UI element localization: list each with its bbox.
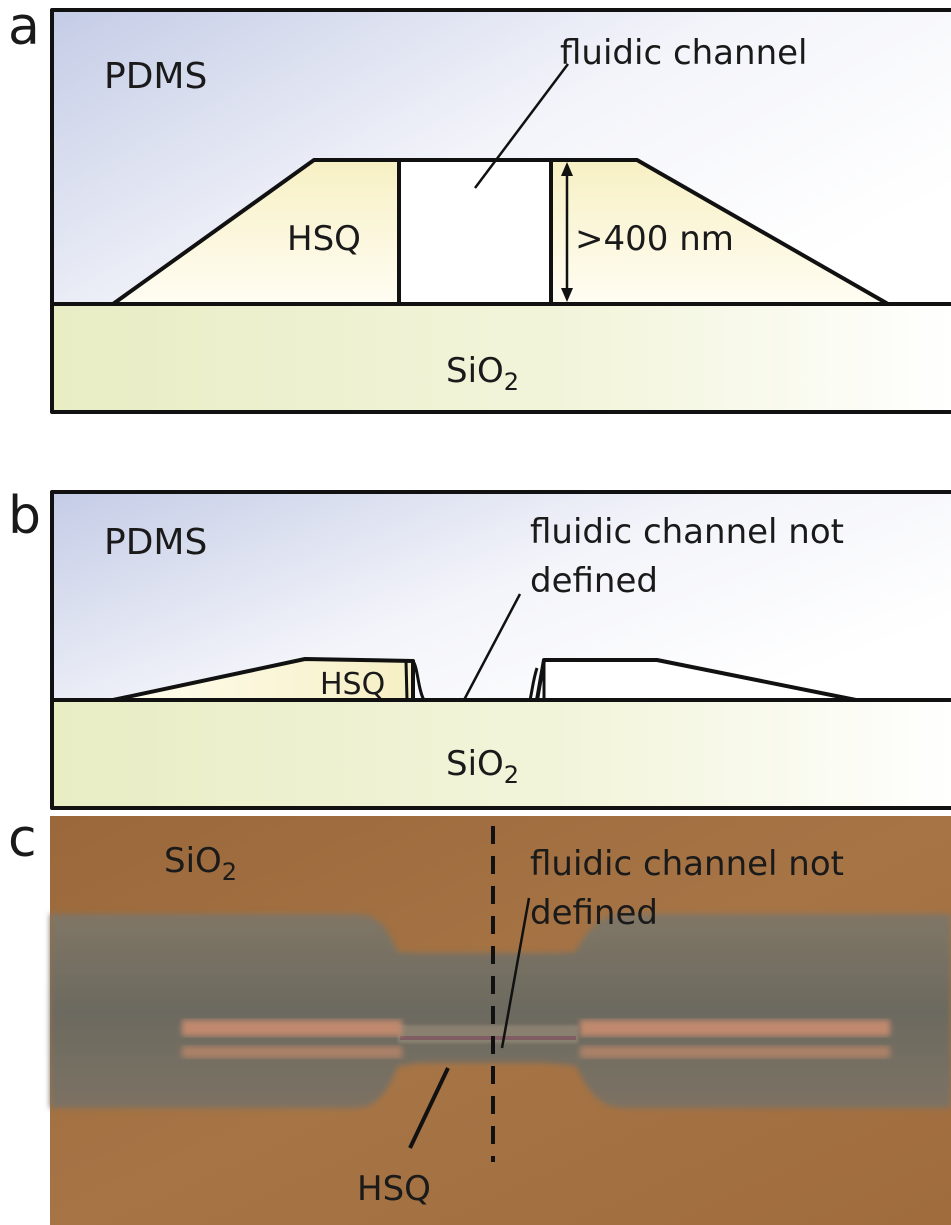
panel-c-hsq-stripe-right <box>580 1020 890 1036</box>
panel-c-channel-band <box>398 1025 578 1043</box>
panel-c-letter: c <box>8 809 37 869</box>
panel-c-hsq-stripe-left <box>182 1020 402 1036</box>
panel-b-hsq-left <box>113 659 413 700</box>
panel-b-letter: b <box>8 486 41 546</box>
panel-a-letter: a <box>8 0 40 57</box>
panel-b: b PDMS fluidic channel not defined HSQ S… <box>8 486 951 810</box>
panel-b-sio2-substrate <box>52 700 951 808</box>
panel-c-channel-line <box>400 1036 576 1040</box>
panel-a-sio2-substrate <box>52 304 951 412</box>
panel-a-height-label: >400 nm <box>575 219 734 259</box>
panel-c-hsq-region <box>50 914 951 1108</box>
panel-b-pdms-label: PDMS <box>104 522 207 563</box>
panel-c-hsq-leader <box>408 1067 450 1149</box>
panel-a-channel-leader <box>474 63 569 189</box>
panel-a-height-arrow <box>561 162 573 302</box>
panel-b-sio2-label: SiO2 <box>446 744 519 789</box>
panel-c-channel-label-line1: fluidic channel not <box>530 844 844 884</box>
panel-b-channel-leader <box>462 593 522 701</box>
panel-a-fluidic-channel <box>399 160 552 304</box>
panel-c: c SiO2 fluidic channel not defined HSQ <box>8 809 951 1225</box>
panel-c-hsq-stripe-right-2 <box>580 1046 890 1058</box>
panel-b-hsq-right-outline <box>535 658 857 702</box>
panel-b-hsq-right <box>537 660 856 700</box>
panel-b-outline <box>50 490 951 810</box>
panel-b-channel-label-line1: fluidic channel not <box>530 512 844 552</box>
panel-b-hsq-right-edge <box>528 661 546 701</box>
panel-b-channel-label-line2: defined <box>530 561 658 601</box>
panel-c-hsq-stripe-left-2 <box>182 1046 402 1058</box>
panel-a-sio2-label: SiO2 <box>446 351 519 396</box>
panel-b-hsq-label: HSQ <box>320 667 385 702</box>
panel-c-channel-label-line2: defined <box>530 893 658 933</box>
panel-a: a PDMS fluidic channel HSQ >400 nm SiO2 <box>8 0 951 414</box>
panel-b-pdms-region <box>52 492 951 701</box>
panel-a-outline <box>50 8 951 414</box>
panel-a-channel-label: fluidic channel <box>560 33 807 73</box>
panel-b-hsq-left-edge <box>404 660 426 701</box>
panel-c-sio2-label: SiO2 <box>164 841 237 886</box>
panel-b-hsq-left-outline <box>112 657 415 702</box>
panel-a-hsq-label: HSQ <box>287 219 361 259</box>
panel-a-hsq-outline <box>111 158 889 306</box>
panel-c-hsq-label: HSQ <box>357 1169 431 1209</box>
panel-a-pdms-label: PDMS <box>104 56 207 97</box>
panel-c-channel-leader <box>500 897 531 1049</box>
